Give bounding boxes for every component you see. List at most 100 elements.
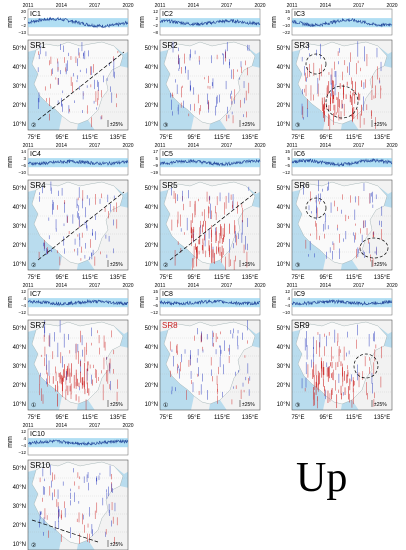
series-ytick: 4 [23,436,26,441]
year-tick-label: 2017 [89,423,100,429]
lat-tick-label: 20°N [13,523,26,529]
ic-label: IC6 [294,151,305,158]
lat-tick-label: 40°N [13,205,26,211]
year-tick-label: 2017 [89,143,100,149]
scale-label: ±25% [374,122,387,128]
series-ytick: −12 [18,310,26,315]
series-ytick: 14 [21,149,27,154]
series-band [28,298,128,308]
year-tick-label: 2020 [254,143,265,149]
lon-tick-label: 95°E [55,415,68,421]
dashed-ellipse [305,197,327,219]
lat-tick-label: 40°N [13,65,26,71]
dashed-ellipse [353,353,379,379]
lon-tick-label: 115°E [82,415,98,421]
series-ytick: −6 [153,303,159,308]
neighbor-land [191,396,210,410]
sr-label: SR7 [30,321,46,330]
lat-tick-label: 50°N [145,186,158,192]
velocity-map: SR7 ① ±25% 50°N 40°N 30°N 20°N 10°N 75°E 95°E 115°… [13,319,129,421]
velocity-map: SR6 ③ ±25% 50°N 40°N 30°N 20°N 10°N 75°E 95°E 115°… [277,179,393,281]
lat-tick-label: 40°N [13,485,26,491]
lat-tick-label: 20°N [277,103,290,109]
series-ytick: 12 [21,289,27,294]
year-tick-label: 2017 [353,3,364,9]
series-ytick: −13 [18,30,26,35]
series-ytick: 12 [153,9,159,14]
dashed-boundary [31,519,99,543]
series-line [159,158,261,167]
lat-tick-label: 50°N [145,46,158,52]
lat-tick-label: 30°N [13,224,26,230]
series-line [28,438,129,446]
year-tick-label: 2017 [89,283,100,289]
scale-label: ±25% [242,262,255,268]
lat-tick-label: 10°N [277,262,290,268]
lat-tick-label: 10°N [13,262,26,268]
ic-label: IC2 [162,11,173,18]
series-line [291,17,393,28]
lon-tick-label: 115°E [82,275,98,281]
year-tick-label: 2014 [320,283,331,289]
lat-tick-label: 30°N [145,224,158,230]
series-line [27,298,129,307]
scale-label: ±25% [110,262,123,268]
series-line [159,18,261,27]
series-ytick: 5 [287,156,290,161]
year-tick-label: 2014 [188,283,199,289]
unit-label: mm [271,16,278,28]
map-content [292,40,392,130]
lon-tick-label: 115°E [214,275,230,281]
lon-tick-label: 95°E [319,135,332,141]
ic-label: IC4 [30,151,41,158]
lon-tick-label: 95°E [55,135,68,141]
lat-tick-label: 30°N [145,364,158,370]
year-tick-label: 2014 [56,3,67,9]
neighbor-land [292,320,392,334]
year-tick-label: 2020 [122,283,133,289]
year-tick-label: 2017 [221,143,232,149]
sr-label: SR1 [30,41,46,50]
lat-tick-label: 20°N [277,243,290,249]
scale-label: ±25% [374,262,387,268]
series-ytick: −12 [282,170,290,175]
series-line [291,158,393,167]
series-ytick: 4 [287,296,290,301]
series-ytick: −12 [150,310,158,315]
year-tick-label: 2011 [23,3,34,9]
neighbor-land [220,206,260,270]
year-tick-label: 2017 [353,283,364,289]
map-content [160,180,260,270]
lon-tick-label: 135°E [110,135,126,141]
lon-tick-label: 135°E [374,135,390,141]
unit-label: mm [7,296,14,308]
year-tick-label: 2017 [89,3,100,9]
sr-label: SR10 [30,461,51,470]
scale-label: ±25% [242,122,255,128]
region-badge: ② [31,122,36,129]
year-tick-label: 2011 [155,283,166,289]
neighbor-land [292,40,392,54]
map-content [28,180,128,270]
lat-tick-label: 50°N [277,46,290,52]
year-tick-label: 2014 [56,423,67,429]
year-tick-label: 2011 [287,3,298,9]
series-ytick: −2 [153,23,159,28]
year-tick-label: 2020 [254,283,265,289]
series-ytick: 2 [155,16,158,21]
unit-label: mm [139,296,146,308]
scale-label: ±25% [110,122,123,128]
velocity-map: SR8 ① ±25% 50°N 40°N 30°N 20°N 10°N 75°E 95°E 115°… [145,319,261,421]
lon-tick-label: 135°E [374,275,390,281]
